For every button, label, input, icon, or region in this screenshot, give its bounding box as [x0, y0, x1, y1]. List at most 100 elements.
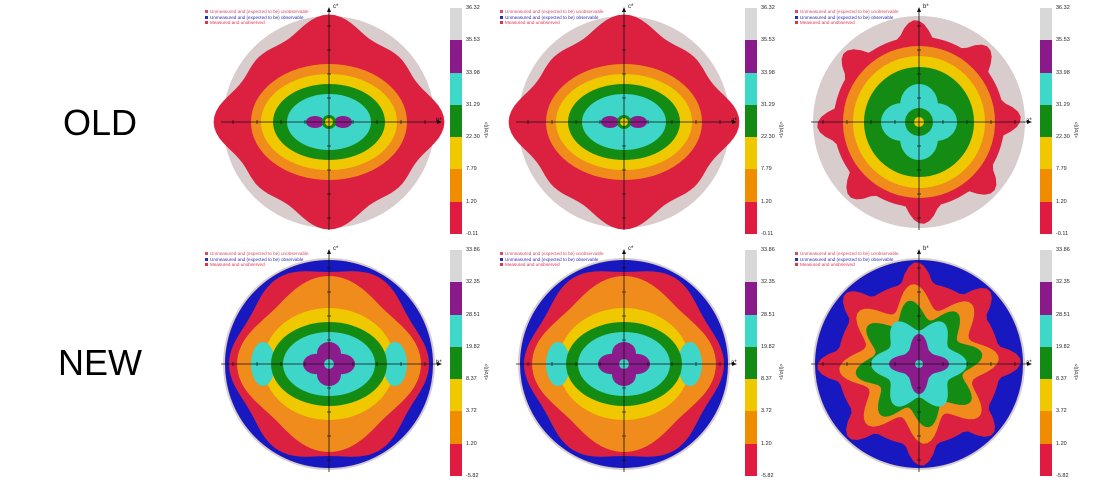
legend-item: Unmeasured and (expected to be) observab… [500, 15, 604, 21]
colorbar-segment [745, 201, 757, 235]
colorbar-tick-label: 19.82 [1056, 343, 1070, 350]
x-axis-label: b* [436, 360, 442, 366]
colorbar-tick-label: 22.30 [466, 134, 480, 141]
colorbar-tick-label: -5.82 [1056, 473, 1069, 479]
legend-swatch [205, 252, 208, 256]
colorbar-segment [450, 443, 462, 477]
colorbar-tick-label: 32.35 [1056, 279, 1070, 286]
y-axis-arrow [622, 7, 626, 12]
reciprocal-space-map [508, 7, 740, 230]
colorbar-segment [450, 314, 462, 348]
colorbar-tick-label: 22.30 [1056, 134, 1070, 141]
legend-swatch [795, 257, 798, 261]
colorbar-tick-label: 8.37 [1056, 376, 1067, 383]
y-axis-arrow [327, 7, 331, 12]
y-axis-arrow [917, 7, 921, 12]
colorbar [1040, 8, 1052, 235]
legend-text: Unmeasured and (expected to be) unobserv… [505, 9, 604, 14]
colorbar-tick-label: 28.51 [761, 311, 775, 318]
colorbar-segment [450, 104, 462, 138]
legend-text: Unmeasured and (expected to be) observab… [800, 14, 894, 20]
colorbar-segment [745, 443, 757, 477]
y-axis-label: c* [333, 4, 339, 10]
colorbar-tick-label: 31.29 [466, 101, 480, 108]
colorbar-tick-label: 33.98 [466, 69, 480, 76]
legend-item: Unmeasured and (expected to be) unobserv… [500, 9, 604, 15]
legend-item: Unmeasured and (expected to be) unobserv… [205, 251, 309, 257]
y-axis-label: b* [923, 246, 929, 252]
legend-swatch [205, 10, 208, 14]
colorbar-tick-label: -5.82 [761, 473, 774, 479]
legend-item: Unmeasured and (expected to be) observab… [205, 15, 309, 21]
colorbar-segment [745, 282, 757, 316]
colorbar-tick-label: -0.11 [466, 231, 479, 237]
colorbar-tick-label: 35.53 [466, 37, 480, 44]
colorbar-tick-label: 22.30 [761, 134, 775, 141]
colorbar-tick-label: 36.32 [1056, 5, 1070, 11]
legend-swatch [795, 263, 798, 267]
legend-swatch [500, 252, 503, 256]
colorbar-segment [1040, 137, 1052, 170]
y-axis-label: c* [628, 4, 634, 10]
colorbar-title: <I/σ(I)> [1074, 121, 1080, 138]
legend-item: Unmeasured and (expected to be) observab… [205, 257, 309, 263]
colorbar-tick-label: 8.37 [466, 376, 477, 383]
colorbar-tick-label: 35.53 [1056, 37, 1070, 44]
colorbar-segment [1040, 443, 1052, 477]
colorbar-tick-label: -5.82 [466, 473, 479, 479]
plot-panel-1-2: Unmeasured and (expected to be) unobserv… [790, 242, 1080, 482]
plot-panel-1-1: Unmeasured and (expected to be) unobserv… [495, 242, 785, 482]
colorbar-tick-label: 28.51 [1056, 311, 1070, 318]
legend: Unmeasured and (expected to be) unobserv… [205, 251, 309, 268]
x-axis-label: a* [731, 360, 737, 366]
row-label-new: NEW [58, 342, 142, 383]
legend-item: Unmeasured and (expected to be) observab… [795, 257, 899, 263]
legend-text: Unmeasured and (expected to be) unobserv… [505, 251, 604, 256]
reciprocal-space-map [811, 7, 1032, 230]
colorbar-segment [1040, 72, 1052, 106]
colorbar-segment [450, 379, 462, 412]
legend-swatch [795, 252, 798, 256]
reciprocal-space-map [516, 249, 737, 472]
legend-swatch [500, 257, 503, 261]
colorbar-tick-label: -0.11 [761, 231, 774, 237]
reciprocal-space-map [221, 249, 442, 472]
legend-text: Measured and unobserved [800, 20, 855, 26]
legend-text: Unmeasured and (expected to be) unobserv… [210, 251, 309, 256]
colorbar-tick-label: 36.32 [466, 5, 480, 11]
legend-text: Measured and unobserved [210, 20, 265, 26]
y-axis-label: c* [628, 246, 634, 252]
legend-item: Unmeasured and (expected to be) unobserv… [795, 9, 899, 15]
colorbar-title: <I/σ(I)> [1074, 363, 1080, 380]
legend-text: Unmeasured and (expected to be) unobserv… [800, 9, 899, 14]
legend-swatch [500, 15, 503, 19]
x-axis-label: b* [436, 118, 442, 124]
colorbar-segment [745, 250, 757, 283]
legend-swatch [795, 15, 798, 19]
colorbar-tick-label: 1.20 [1056, 440, 1067, 447]
colorbar-tick-label: 31.29 [1056, 101, 1070, 108]
colorbar [450, 250, 462, 477]
legend-text: Unmeasured and (expected to be) unobserv… [800, 251, 899, 256]
y-axis-arrow [917, 249, 921, 254]
colorbar-segment [1040, 411, 1052, 445]
row-label-old: OLD [62, 102, 138, 143]
legend-item: Measured and unobserved [795, 20, 899, 26]
legend-text: Measured and unobserved [800, 262, 855, 268]
legend-item: Measured and unobserved [205, 262, 309, 268]
legend-swatch [205, 257, 208, 261]
x-axis-arrow [732, 362, 737, 366]
colorbar-segment [745, 346, 757, 380]
x-axis-arrow [437, 362, 442, 366]
colorbar-tick-label: 1.20 [1056, 198, 1067, 205]
colorbar-segment [450, 169, 462, 203]
colorbar-tick-label: 31.29 [761, 101, 775, 108]
colorbar-segment [1040, 379, 1052, 412]
y-axis-arrow [327, 249, 331, 254]
legend-item: Measured and unobserved [205, 20, 309, 26]
colorbar-segment [1040, 40, 1052, 74]
legend: Unmeasured and (expected to be) unobserv… [795, 251, 899, 268]
colorbar-title: <I/σ(I)> [484, 121, 490, 138]
legend-item: Unmeasured and (expected to be) observab… [500, 257, 604, 263]
reciprocal-space-map [213, 7, 445, 230]
